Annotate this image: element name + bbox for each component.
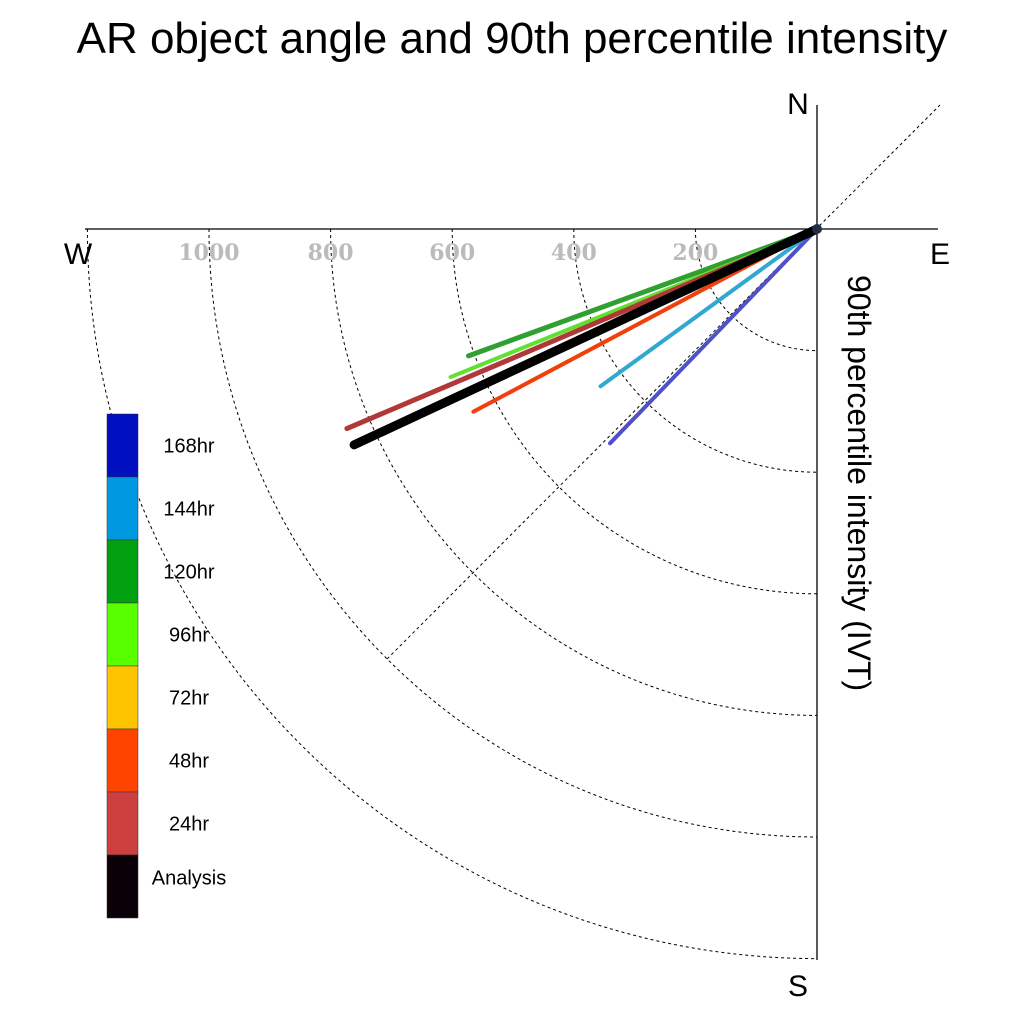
radial-tick-label: 800 [308,240,354,266]
legend-swatch-24hr [106,791,139,856]
radial-tick-label: 600 [429,240,475,266]
vector-168hr [608,227,819,446]
compass-east: E [930,238,950,271]
legend-swatch-analysis [106,854,139,919]
radial-tick-label: 400 [551,240,597,266]
vector-layer [344,224,822,450]
tick-layer: 200 400 600 800 1000 [178,240,718,266]
intensity-ring [451,228,818,595]
radial-tick-label: 1000 [178,240,239,266]
legend-swatch-48hr [106,728,139,793]
legend-label-120hr: 120hr [163,562,214,584]
reference-diagonal-line [386,104,941,660]
legend-swatch-120hr [106,539,139,604]
vector-120hr [465,226,820,359]
vector-144hr [598,227,819,389]
y-axis-label: 90th percentile intensity (IVT) [841,275,877,691]
compass-west: W [64,238,93,271]
intensity-ring [208,228,818,838]
legend-label-24hr: 24hr [169,814,209,836]
grid-layer [86,104,941,960]
radial-tick-label: 200 [672,240,718,266]
legend-swatch-144hr [106,476,139,541]
intensity-ring [86,228,818,960]
legend: 168hr 144hr 120hr 96hr 72hr 48hr 24hr Analysis [106,413,226,919]
legend-label-96hr: 96hr [169,625,209,647]
legend-label-144hr: 144hr [163,499,214,521]
legend-swatch-72hr [106,665,139,730]
legend-swatch-168hr [106,413,139,478]
intensity-ring [694,228,818,352]
legend-label-analysis: Analysis [152,868,226,890]
vector-analysis [349,224,822,450]
compass-south: S [788,970,808,1003]
intensity-ring [573,228,818,473]
axes-layer: N S E W 90th percentile intensity (IVT) [64,88,950,1003]
legend-swatch-96hr [106,602,139,667]
legend-label-168hr: 168hr [163,436,214,458]
legend-label-72hr: 72hr [169,688,209,710]
legend-label-48hr: 48hr [169,751,209,773]
origin-point [812,224,822,234]
compass-north: N [787,88,809,121]
chart-title: AR object angle and 90th percentile inte… [76,14,948,63]
intensity-ring [330,228,818,716]
